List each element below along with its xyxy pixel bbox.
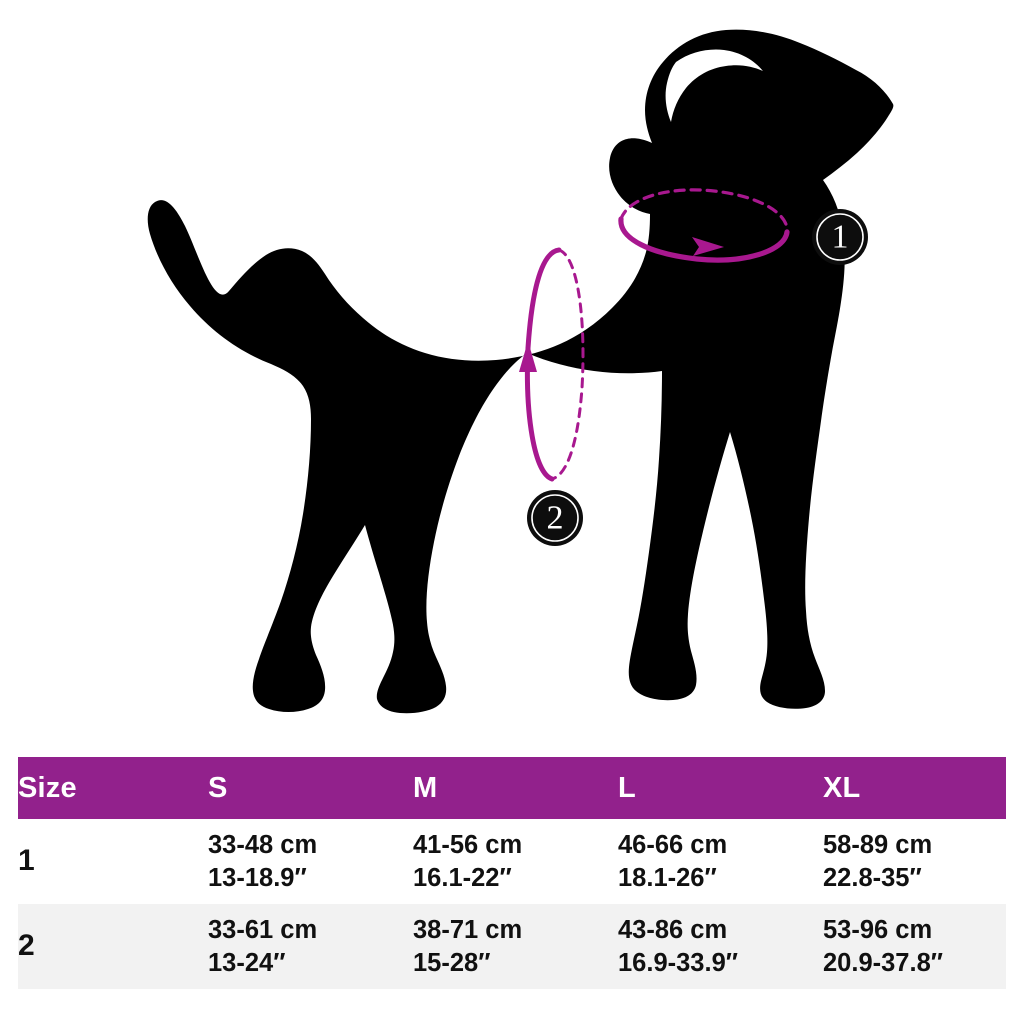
cell-1-l-inch: 18.1-26″ — [618, 863, 717, 892]
cell-1-m-inch: 16.1-22″ — [413, 863, 512, 892]
header-cell-size: Size — [18, 757, 208, 819]
cell-2-s: 33-61 cm 13-24″ — [208, 904, 413, 989]
cell-1-m-cm: 41-56 cm — [413, 830, 523, 859]
cell-1-s-inch: 13-18.9″ — [208, 863, 307, 892]
cell-1-xl-inch: 22.8-35″ — [823, 863, 922, 892]
table-row: 2 33-61 cm 13-24″ 38-71 cm 15-28″ 43-86 … — [18, 904, 1006, 989]
table-row: 1 33-48 cm 13-18.9″ 41-56 cm 16.1-22″ 46… — [18, 819, 1006, 904]
header-cell-s: S — [208, 757, 413, 819]
cell-1-xl-cm: 58-89 cm — [823, 830, 933, 859]
cell-1-s-cm: 33-48 cm — [208, 830, 318, 859]
cell-2-l-inch: 16.9-33.9″ — [618, 948, 738, 977]
cell-2-l: 43-86 cm 16.9-33.9″ — [618, 904, 823, 989]
cell-2-m-cm: 38-71 cm — [413, 915, 523, 944]
marker-badge-2-label: 2 — [547, 500, 564, 537]
neck-ellipse-dashed-arc — [619, 188, 789, 234]
cell-1-m: 41-56 cm 16.1-22″ — [413, 819, 618, 904]
row-index-2: 2 — [18, 904, 208, 989]
table-header-row: Size S M L XL — [18, 757, 1006, 819]
dog-measurement-illustration: 1 2 — [147, 29, 894, 714]
cell-1-l: 46-66 cm 18.1-26″ — [618, 819, 823, 904]
cell-2-l-cm: 43-86 cm — [618, 915, 728, 944]
chest-girth-indicator — [519, 247, 585, 482]
cell-1-l-cm: 46-66 cm — [618, 830, 728, 859]
marker-badge-1: 1 — [812, 209, 868, 265]
chest-direction-arrow-icon — [519, 341, 537, 372]
marker-badge-2: 2 — [527, 490, 583, 546]
dog-silhouette-icon — [147, 29, 894, 714]
neck-ellipse-solid-arc — [618, 216, 790, 263]
cell-2-xl-inch: 20.9-37.8″ — [823, 948, 943, 977]
row-index-1: 1 — [18, 844, 35, 878]
cell-2-s-cm: 33-61 cm — [208, 915, 318, 944]
cell-1-xl: 58-89 cm 22.8-35″ — [823, 819, 1006, 904]
cell-2-xl: 53-96 cm 20.9-37.8″ — [823, 904, 1006, 989]
header-cell-l: L — [618, 757, 823, 819]
neck-direction-arrow-icon — [692, 237, 724, 256]
marker-badge-1-label: 1 — [832, 219, 849, 256]
size-chart-table: Size S M L XL 1 33-48 cm 13-18.9″ 41-56 … — [18, 757, 1006, 989]
neck-girth-indicator — [618, 188, 790, 263]
cell-2-m-inch: 15-28″ — [413, 948, 491, 977]
header-cell-m: M — [413, 757, 618, 819]
cell-2-m: 38-71 cm 15-28″ — [413, 904, 618, 989]
header-cell-xl: XL — [823, 757, 1006, 819]
cell-1-s: 33-48 cm 13-18.9″ — [208, 819, 413, 904]
chest-ellipse-dashed-arc — [550, 248, 585, 481]
cell-2-xl-cm: 53-96 cm — [823, 915, 933, 944]
cell-2-s-inch: 13-24″ — [208, 948, 286, 977]
